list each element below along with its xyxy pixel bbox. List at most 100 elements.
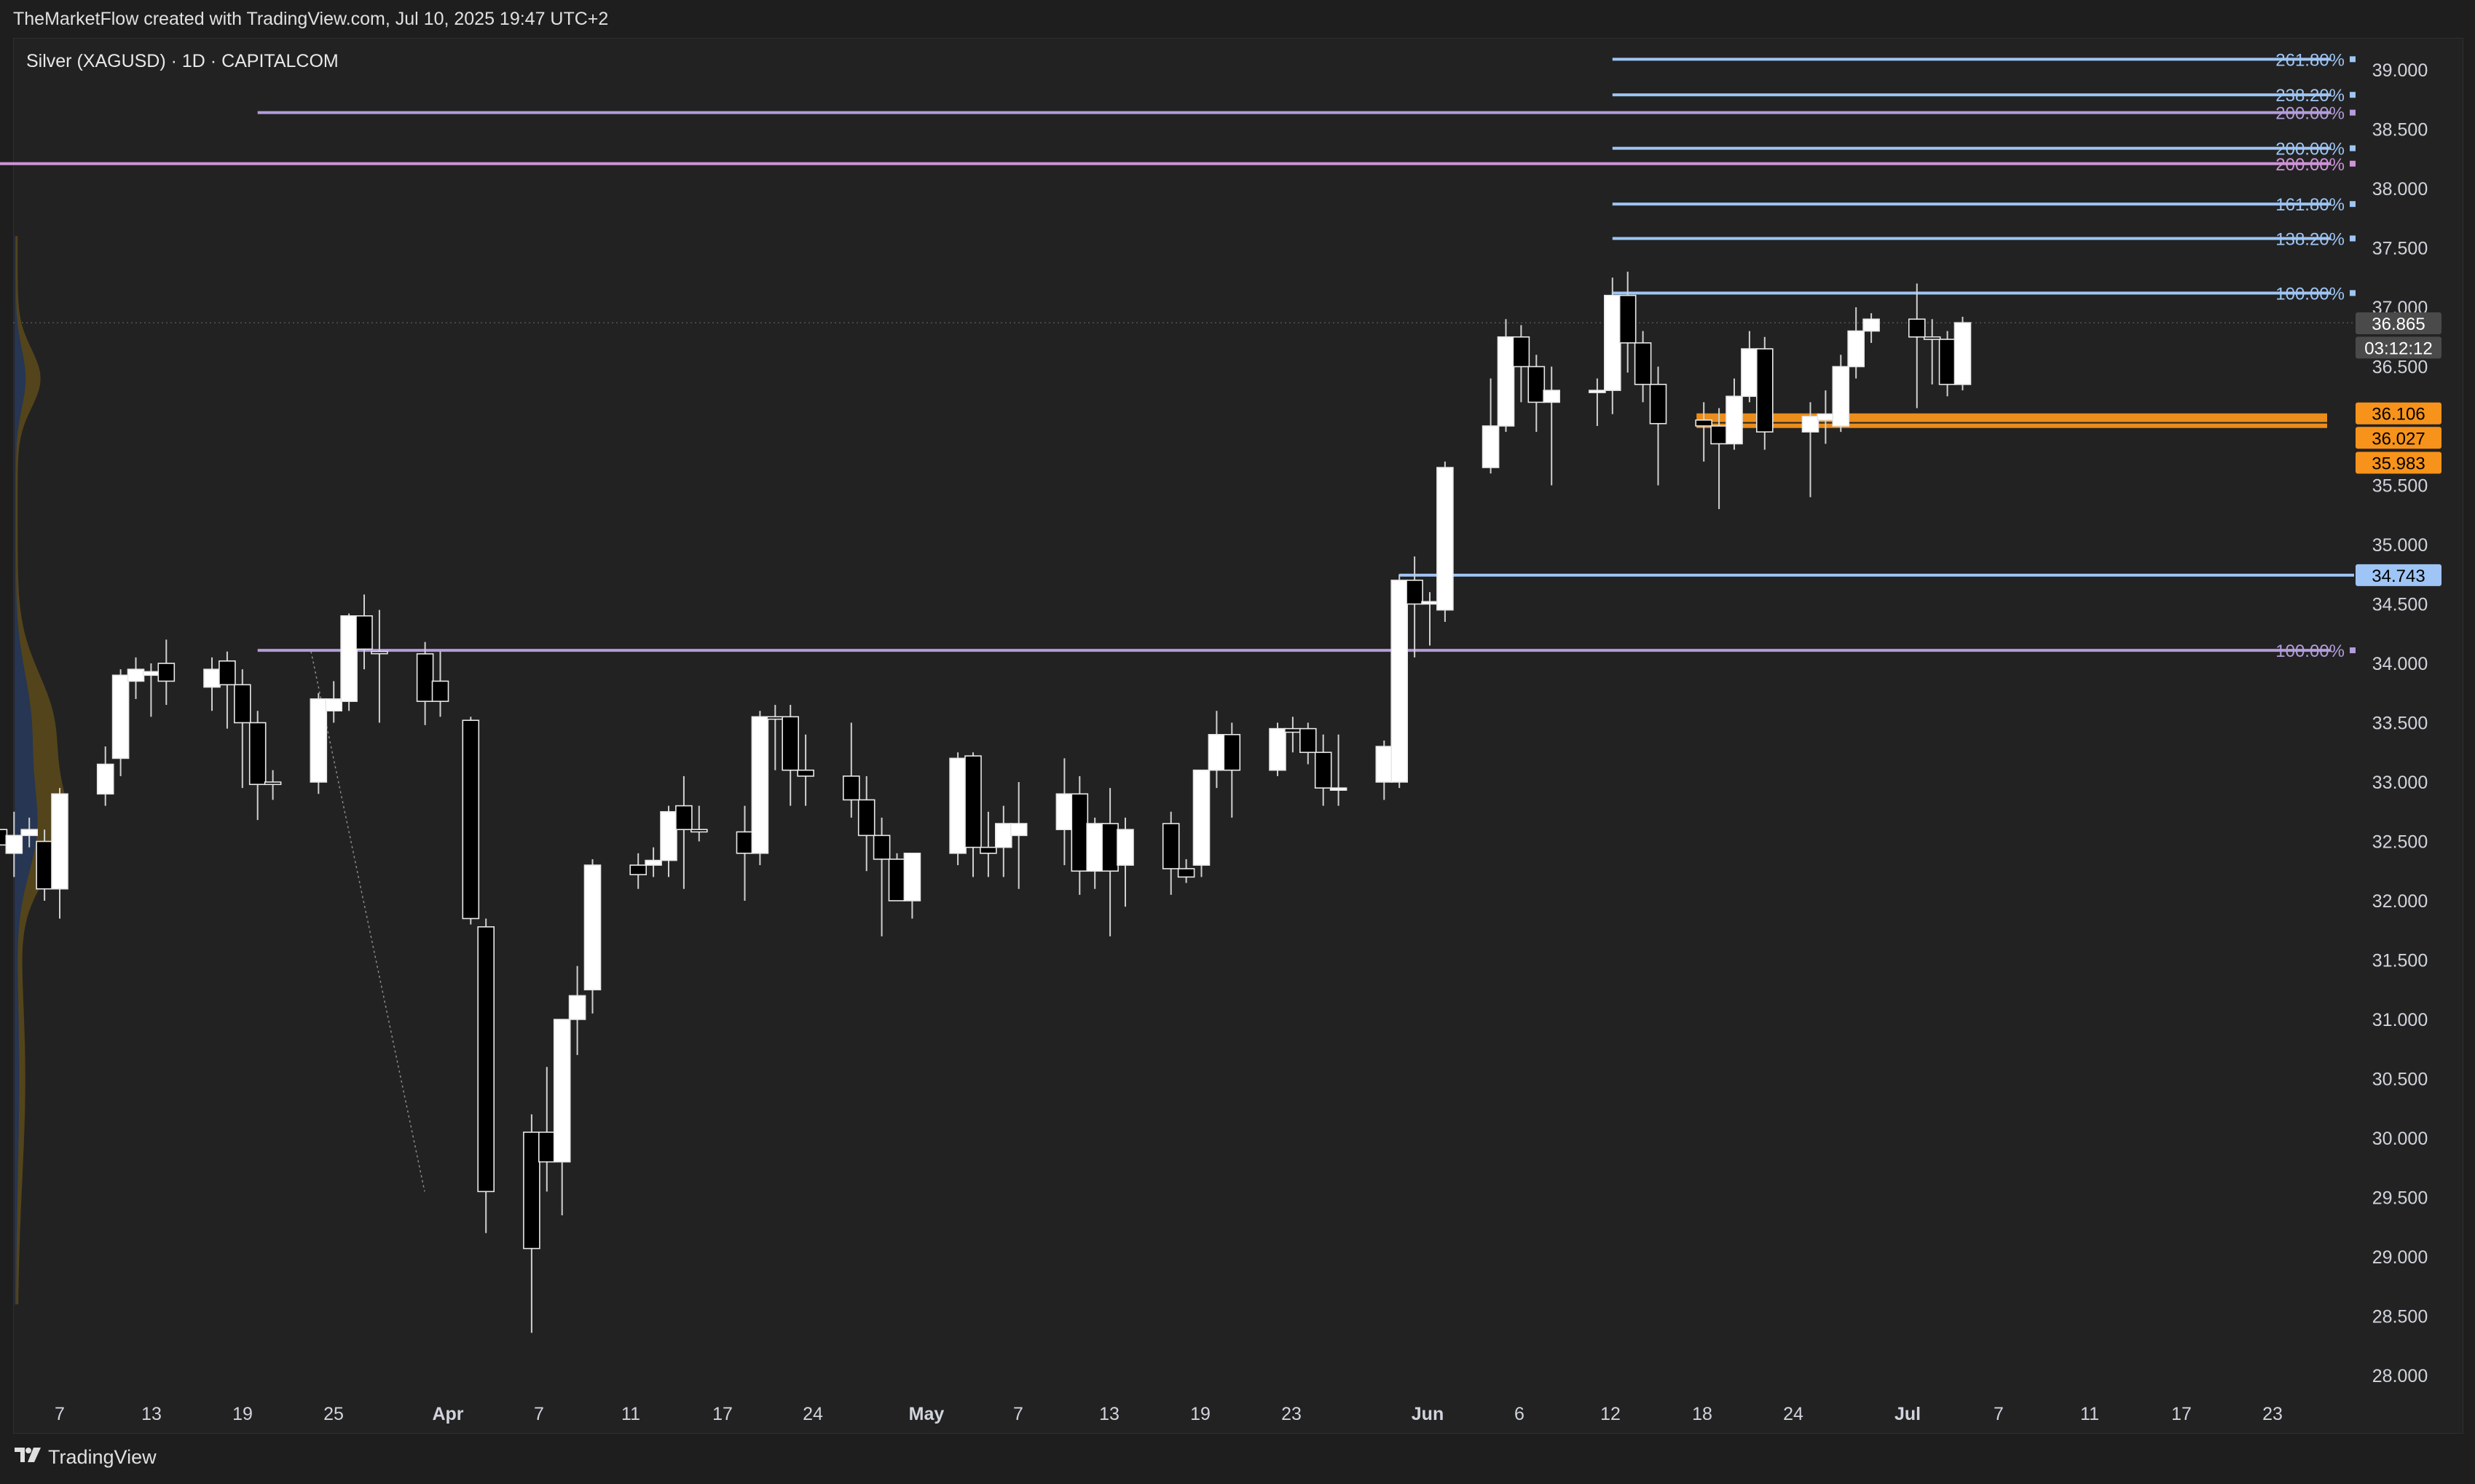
trend-line	[310, 651, 425, 1192]
candle-body	[903, 853, 921, 901]
candle-body	[264, 781, 282, 786]
x-axis-tick: 12	[1600, 1404, 1621, 1424]
y-axis-tick: 33.500	[2372, 714, 2428, 734]
fib-level-label: 161.80%	[2275, 195, 2345, 215]
candle-body	[645, 859, 662, 866]
y-axis-tick: 38.500	[2372, 120, 2428, 141]
candle-body	[157, 663, 176, 682]
y-axis-tick: 37.500	[2372, 239, 2428, 259]
candle-body	[1177, 868, 1195, 878]
x-axis-tick: Jun	[1412, 1404, 1444, 1424]
candle-body	[1862, 318, 1880, 332]
candle-body	[1329, 787, 1347, 791]
candle-body	[1695, 419, 1712, 427]
candle-body	[964, 755, 982, 848]
attribution-bar: TheMarketFlow created with TradingView.c…	[0, 0, 2475, 31]
tradingview-brand[interactable]: TradingView	[13, 1440, 304, 1477]
candle-body	[1543, 390, 1560, 403]
candle-body	[416, 653, 434, 702]
candle-body	[1741, 348, 1758, 398]
y-axis-tick: 36.500	[2372, 358, 2428, 378]
orange-zone	[1696, 413, 2327, 428]
candle-body	[1010, 823, 1028, 837]
fib-level-marker	[2350, 160, 2356, 167]
fib-level-label: 200.00%	[2275, 104, 2345, 124]
fib-level-marker	[2350, 290, 2356, 296]
candle-body	[873, 834, 891, 860]
y-axis-tick: 28.000	[2372, 1366, 2428, 1386]
x-axis-tick: 7	[1994, 1404, 2004, 1424]
candle-body	[1847, 330, 1865, 368]
y-axis-tick: 35.000	[2372, 535, 2428, 556]
candle-body	[1756, 348, 1774, 433]
x-axis-tick: 24	[803, 1404, 823, 1424]
candle-body	[248, 722, 267, 786]
fib-level-marker	[2350, 235, 2356, 242]
candle-body	[1953, 322, 1972, 385]
candle-body	[690, 829, 708, 833]
fib-level-label: 200.00%	[2275, 155, 2345, 175]
candle-body	[1512, 336, 1530, 368]
candle-body	[1117, 829, 1134, 866]
attribution-text: TheMarketFlow created with TradingView.c…	[13, 9, 609, 29]
candle-body	[371, 650, 388, 655]
y-axis-tick: 35.500	[2372, 476, 2428, 497]
candle-body	[553, 1019, 571, 1163]
candle-body	[340, 615, 358, 702]
candle-body	[980, 846, 997, 854]
candle-body	[1604, 294, 1621, 391]
candle-body	[782, 716, 799, 771]
x-axis-tick: 7	[55, 1404, 65, 1424]
price-label: 36.106	[2372, 405, 2425, 425]
candle-body	[1406, 580, 1423, 605]
candle-body	[219, 660, 236, 686]
candle-body	[995, 823, 1012, 848]
candle-body	[51, 793, 68, 890]
price-label-bg	[2356, 564, 2441, 586]
candle-body	[233, 684, 251, 724]
candle-body	[1086, 823, 1103, 872]
y-axis-tick: 39.000	[2372, 60, 2428, 81]
fib-level-label: 261.80%	[2275, 50, 2345, 70]
price-label-bg	[2356, 336, 2441, 359]
fib-level-label: 238.20%	[2275, 86, 2345, 106]
candle-body	[96, 763, 114, 795]
candle-body	[325, 698, 343, 712]
candle-body	[538, 1132, 556, 1163]
fib-level-marker	[2350, 145, 2356, 151]
candle-body	[1527, 366, 1546, 403]
price-label: 35.983	[2372, 454, 2425, 474]
candle-body	[1726, 395, 1743, 445]
y-axis-tick: 30.500	[2372, 1070, 2428, 1090]
fib-level-marker	[2350, 56, 2356, 63]
candle-body	[431, 680, 449, 702]
candle-body	[1299, 727, 1317, 754]
price-label: 34.743	[2372, 567, 2425, 586]
candle-body	[1497, 336, 1515, 427]
price-label-bg	[2356, 402, 2441, 425]
candle-body	[1832, 366, 1850, 427]
candle-body	[583, 864, 602, 991]
candle-body	[736, 831, 754, 854]
candle-body	[1618, 294, 1637, 344]
y-axis-tick: 29.000	[2372, 1247, 2428, 1268]
candle-body	[1101, 823, 1119, 872]
candle-body	[568, 995, 586, 1020]
candle-body	[310, 698, 328, 783]
fib-level-label: 100.00%	[2275, 642, 2345, 661]
y-axis-tick: 34.500	[2372, 595, 2428, 615]
x-axis-tick: 19	[1190, 1404, 1211, 1424]
y-axis-tick: 32.500	[2372, 832, 2428, 853]
candle-body	[797, 769, 814, 777]
candle-body	[1375, 746, 1393, 783]
price-label: 36.865	[2372, 315, 2425, 334]
volume-profile-value-area	[15, 236, 68, 1305]
x-axis-tick: 23	[1281, 1404, 1302, 1424]
candle-body	[523, 1132, 540, 1250]
candle-body	[1223, 733, 1241, 771]
y-axis-tick: 31.500	[2372, 951, 2428, 971]
candle-body	[1192, 769, 1211, 866]
candle-body	[660, 810, 677, 861]
candle-body	[1817, 413, 1835, 421]
